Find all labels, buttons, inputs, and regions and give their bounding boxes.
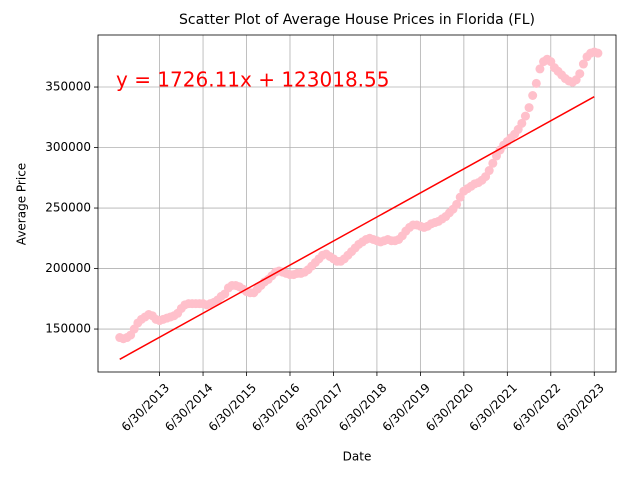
scatter-point <box>520 111 530 121</box>
scatter-point <box>528 91 538 101</box>
trend-line <box>119 96 595 360</box>
chart-title: Scatter Plot of Average House Prices in … <box>179 12 535 28</box>
y-axis-label: Average Price <box>15 163 29 245</box>
scatter-point <box>575 69 585 79</box>
scatter-point <box>484 166 494 176</box>
scatter-point <box>531 78 541 88</box>
scatter-point <box>535 64 545 74</box>
plot-frame <box>97 34 617 373</box>
scatter-point <box>593 48 603 58</box>
scatter-point <box>452 199 462 209</box>
scatter-point <box>578 59 588 69</box>
y-tick-label: 250000 <box>45 201 91 215</box>
scatter-point <box>524 103 534 113</box>
y-tick-label: 350000 <box>45 80 91 94</box>
scatter-point <box>517 118 527 128</box>
x-axis-label: Date <box>343 450 372 464</box>
annotation: y = 1726.11x + 123018.55 <box>116 68 389 92</box>
y-tick-label: 200000 <box>45 261 91 275</box>
scatter-point <box>488 158 498 168</box>
y-tick-label: 300000 <box>45 140 91 154</box>
y-tick-label: 150000 <box>45 322 91 336</box>
